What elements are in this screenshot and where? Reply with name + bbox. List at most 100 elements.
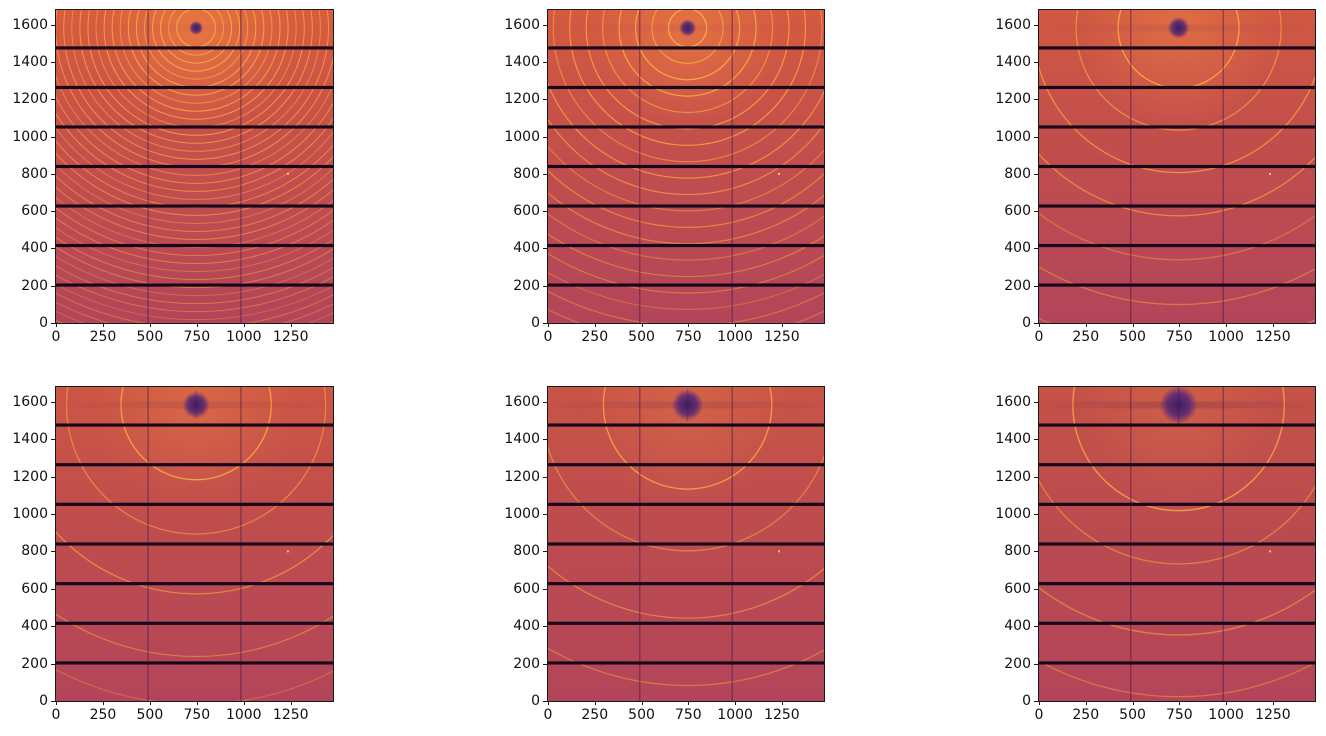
x-tick [1132, 701, 1134, 705]
y-tick-label: 1400 [995, 54, 1031, 70]
x-tick-label: 1250 [1255, 329, 1291, 345]
y-tick [1034, 24, 1038, 26]
y-tick-label: 600 [513, 203, 540, 220]
x-tick-label: 250 [1072, 707, 1100, 723]
y-tick [51, 663, 55, 665]
detector-image [56, 387, 333, 701]
y-tick [543, 588, 547, 590]
x-tick-label: 1000 [1208, 329, 1244, 345]
x-tick [548, 323, 549, 327]
x-tick-label: 1250 [272, 707, 309, 723]
y-tick [543, 439, 547, 441]
y-tick-label: 600 [21, 203, 48, 220]
y-tick-label: 400 [513, 618, 540, 635]
x-tick [781, 701, 783, 705]
y-tick [51, 439, 55, 441]
y-tick-label: 800 [1004, 543, 1031, 560]
y-tick-label: 0 [1022, 315, 1031, 331]
x-tick [1085, 701, 1087, 705]
y-tick [543, 248, 547, 250]
y-tick-label: 600 [1004, 203, 1031, 220]
axes-area [55, 9, 334, 324]
y-tick [1034, 588, 1038, 590]
y-tick-label: 200 [1004, 277, 1031, 294]
x-tick [1179, 701, 1181, 705]
y-tick-label: 200 [513, 655, 540, 672]
axes-area [1038, 386, 1316, 702]
x-tick [1132, 323, 1134, 327]
subplot-4: 0 250 500 750 1000 1250 0 200 400 600 800 1000 1200 1… [12, 386, 334, 722]
y-tick [1034, 701, 1038, 702]
y-tick [51, 24, 55, 26]
subplot-1: 0 250 500 750 1000 1250 0 200 400 600 800 1000 1200 1… [12, 9, 334, 344]
axes-area [1038, 9, 1316, 324]
y-tick-label: 1600 [12, 16, 48, 33]
y-tick [51, 285, 55, 287]
y-tick [1034, 401, 1038, 403]
y-tick [51, 551, 55, 553]
y-tick-label: 1200 [12, 468, 48, 485]
x-tick-label: 0 [51, 329, 61, 345]
y-tick [1034, 62, 1038, 63]
x-tick [594, 701, 596, 705]
x-tick [149, 323, 151, 327]
x-tick-label: 250 [89, 329, 117, 345]
x-tick-label: 1000 [225, 707, 262, 723]
y-tick-label: 1200 [504, 468, 540, 485]
detector-image [1039, 387, 1315, 701]
x-tick-label: 0 [1034, 707, 1044, 723]
y-tick-label: 1600 [12, 393, 48, 410]
x-tick [1226, 323, 1228, 327]
y-tick [543, 136, 547, 138]
y-tick [1034, 99, 1038, 101]
x-tick-label: 1000 [1208, 707, 1244, 723]
y-tick [51, 401, 55, 403]
y-tick [1034, 323, 1038, 324]
y-tick [1034, 173, 1038, 175]
y-tick [51, 323, 55, 324]
x-tick-label: 750 [183, 707, 211, 723]
y-tick-label: 1000 [995, 505, 1031, 522]
x-tick [548, 701, 549, 705]
axes-area [547, 386, 825, 702]
x-tick [1179, 323, 1181, 327]
x-tick-label: 750 [674, 707, 702, 723]
y-tick [543, 323, 547, 324]
x-tick [196, 701, 198, 705]
x-tick [1085, 323, 1087, 327]
x-tick-label: 1250 [764, 707, 800, 723]
y-tick-label: 1000 [12, 505, 48, 522]
x-tick-label: 500 [136, 707, 164, 723]
y-tick-label: 1200 [995, 468, 1031, 485]
subplot-2: 0 250 500 750 1000 1250 0 200 400 600 800 1000 1200 1… [504, 9, 825, 344]
y-tick-label: 1600 [504, 16, 540, 33]
y-tick [1034, 513, 1038, 515]
y-tick-label: 600 [21, 580, 48, 597]
y-tick-label: 1000 [995, 128, 1031, 145]
y-tick-label: 800 [513, 165, 540, 182]
y-tick-label: 1000 [504, 505, 540, 522]
x-tick-label: 0 [51, 707, 61, 723]
y-tick-label: 1400 [995, 431, 1031, 448]
x-tick [56, 323, 57, 327]
y-tick [51, 513, 55, 515]
y-tick [1034, 663, 1038, 665]
y-tick-label: 800 [21, 165, 48, 182]
y-tick [543, 285, 547, 287]
y-tick-label: 1400 [12, 54, 48, 70]
x-tick-label: 250 [581, 707, 609, 723]
y-tick [1034, 439, 1038, 441]
y-tick [543, 701, 547, 702]
y-tick [1034, 136, 1038, 138]
subplot-3: 0 250 500 750 1000 1250 0 200 400 600 800 1000 1200 1… [995, 9, 1316, 344]
y-tick [51, 626, 55, 628]
x-tick [1039, 323, 1040, 327]
x-tick [196, 323, 198, 327]
y-tick-label: 0 [1022, 693, 1031, 709]
y-tick-label: 400 [21, 240, 48, 257]
y-tick [1034, 248, 1038, 250]
y-tick [1034, 626, 1038, 628]
y-tick-label: 1000 [12, 128, 48, 145]
x-tick [1226, 701, 1228, 705]
x-tick-label: 1000 [717, 329, 753, 345]
